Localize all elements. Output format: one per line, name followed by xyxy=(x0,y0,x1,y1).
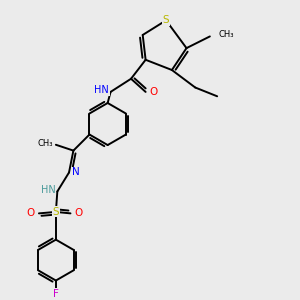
Text: HN: HN xyxy=(94,85,109,95)
Text: N: N xyxy=(72,167,80,178)
Text: F: F xyxy=(53,289,59,299)
Text: O: O xyxy=(149,87,158,97)
Text: O: O xyxy=(75,208,83,218)
Text: CH₃: CH₃ xyxy=(219,31,234,40)
Text: CH₃: CH₃ xyxy=(38,139,53,148)
Text: S: S xyxy=(52,207,59,217)
Text: S: S xyxy=(163,15,170,26)
Text: O: O xyxy=(26,208,34,218)
Text: HN: HN xyxy=(41,185,56,195)
